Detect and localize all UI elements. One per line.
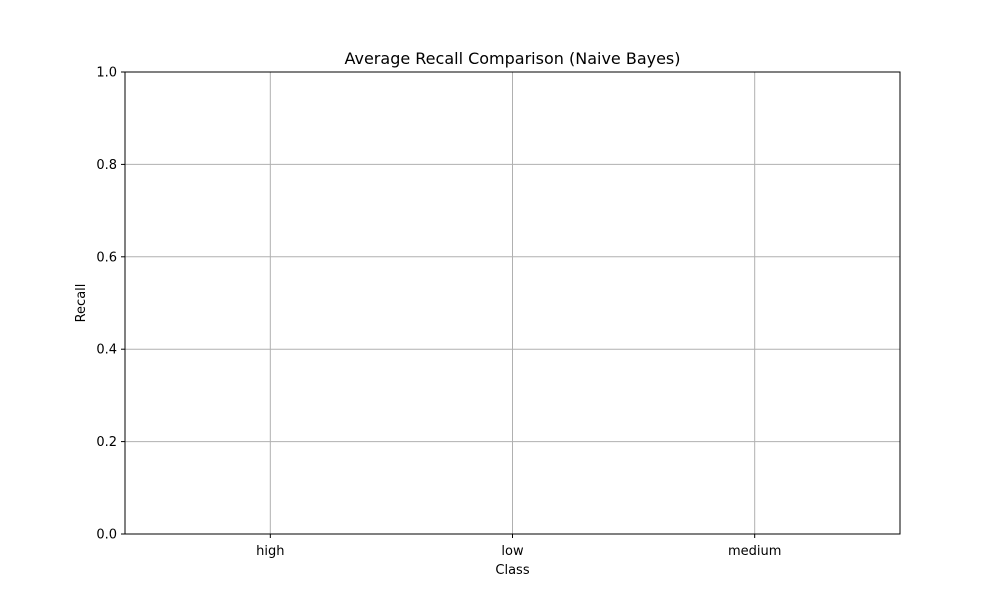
y-tick-label: 1.0 (96, 66, 117, 81)
y-tick-label: 0.8 (96, 158, 117, 173)
x-axis-label: Class (495, 563, 529, 578)
grid-layer (125, 71, 900, 535)
y-tick-label: 0.6 (96, 250, 117, 265)
x-tick-label: low (501, 544, 524, 559)
y-tick-label: 0.0 (96, 528, 117, 543)
chart-title: Average Recall Comparison (Naive Bayes) (344, 49, 680, 68)
y-tick-label: 0.4 (96, 343, 117, 358)
x-tick-label: high (256, 544, 284, 559)
x-tick-label: medium (728, 544, 781, 559)
y-tick-label: 0.2 (96, 435, 117, 450)
y-axis-label: Recall (74, 284, 89, 323)
tick-layer: 0.0 0.2 0.4 0.6 0.8 1.0 high low medium (96, 66, 781, 560)
